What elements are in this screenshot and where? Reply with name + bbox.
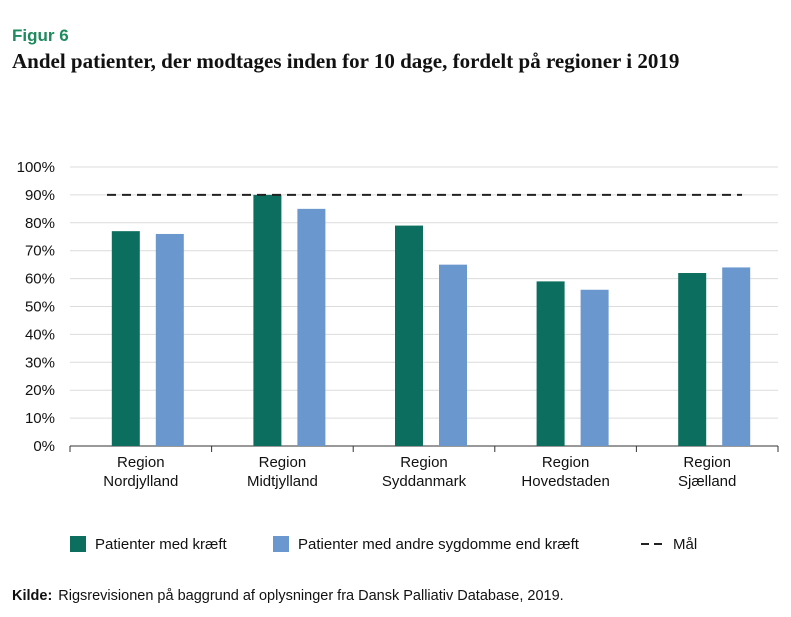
bar [722,267,751,446]
x-tick-label: Hovedstaden [521,473,609,490]
bar [395,225,423,446]
bar [155,233,184,446]
source-note: Kilde: Rigsrevisionen på baggrund af oply… [12,588,564,604]
y-tick-label: 20% [25,382,55,399]
x-tick-label: Region [117,454,165,471]
x-tick-label: Midtjylland [247,473,318,490]
y-tick-label: 60% [25,271,55,288]
legend-swatch [273,536,289,552]
y-tick-label: 10% [25,410,55,427]
legend-swatch [70,536,86,552]
bar [678,273,707,446]
bar [536,281,565,446]
legend-label: Patienter med andre sygdomme end kræft [298,536,580,553]
source-key: Kilde: [12,588,53,604]
x-tick-label: Sjælland [678,473,736,490]
y-tick-label: 40% [25,326,55,343]
source-text: Rigsrevisionen på baggrund af oplysninge… [58,588,564,604]
bar-chart: 0% 10% 20% 30% 40% 50% 60% 70% 80% 90% 100% Region N… [17,159,779,553]
x-tick-label: Region [400,454,448,471]
figure-title: Andel patienter, der modtages inden for … [12,49,680,73]
y-tick-label: 80% [25,215,55,232]
legend-label: Patienter med kræft [95,536,228,553]
x-tick-label: Region [259,454,307,471]
bar [111,231,140,446]
legend-label: Mål [673,536,697,553]
x-tick-label: Syddanmark [382,473,467,490]
bar [253,194,282,446]
figure-label: Figur 6 [12,26,69,45]
bar [439,264,467,446]
y-tick-label: 100% [17,159,55,176]
y-tick-label: 30% [25,354,55,371]
y-tick-label: 50% [25,299,55,316]
x-tick-label: Region [542,454,590,471]
bar [580,289,609,446]
x-tick-label: Region [683,454,731,471]
x-tick-label: Nordjylland [103,473,178,490]
y-tick-label: 70% [25,243,55,260]
y-tick-label: 90% [25,187,55,204]
y-tick-label: 0% [33,438,55,455]
bar [297,208,326,446]
